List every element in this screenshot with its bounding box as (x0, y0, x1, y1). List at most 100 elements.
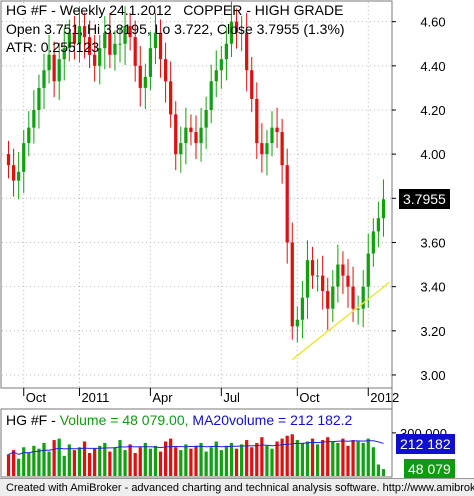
volume-bar (194, 445, 198, 476)
candle-body (87, 37, 92, 55)
x-tick-label: Oct (299, 390, 320, 405)
candle-body (366, 253, 370, 287)
volume-bar (321, 440, 325, 476)
volume-bar (346, 445, 350, 476)
candle-body (219, 59, 223, 71)
volume-bar (103, 442, 107, 476)
candle-body (103, 32, 107, 49)
candle-body (265, 143, 269, 155)
volume-bar (219, 450, 223, 476)
candle-body (381, 199, 386, 219)
volume-bar (300, 442, 305, 476)
volume-bar (47, 451, 51, 476)
candle-body (184, 127, 188, 144)
volume-bar (143, 442, 147, 476)
volume-bar (52, 440, 56, 476)
volume-bar (11, 450, 16, 476)
volume-bar (189, 448, 193, 476)
volume-bar (336, 442, 340, 476)
candle-body (17, 171, 21, 181)
volume-bar (32, 445, 36, 476)
volume-bar (326, 437, 330, 476)
volume-bar (199, 442, 203, 476)
volume-bar (371, 447, 375, 476)
y-tick-label: 3.40 (420, 280, 445, 295)
y-tick-label: 4.40 (420, 59, 445, 74)
volume-bar (87, 453, 92, 476)
candle-body (6, 154, 11, 166)
volume-bar (72, 450, 77, 476)
candle-body (331, 286, 335, 309)
last-price-badge: 3.7955 (399, 189, 450, 210)
volume-bar (356, 441, 360, 476)
volume-bar (163, 441, 168, 476)
candle-body (234, 21, 239, 33)
volume-bar (42, 442, 46, 476)
candle-body (179, 143, 183, 155)
candle-body (72, 32, 77, 44)
candle-body (113, 43, 117, 55)
candle-body (204, 109, 208, 128)
period: Weekly 24.1.2012 (59, 2, 172, 18)
y-tick-label: 3.00 (420, 368, 445, 383)
volume-bar (280, 438, 284, 476)
candle-body (67, 32, 71, 49)
candle-body (133, 37, 137, 66)
volume-bar (98, 445, 102, 476)
candle-body (250, 70, 254, 99)
volume-bar (118, 440, 122, 476)
candle-body (305, 260, 310, 298)
candle-body (229, 21, 234, 44)
volume-bar (27, 453, 31, 476)
candle-body (376, 218, 381, 232)
candle-body (361, 286, 365, 309)
volume-bar (310, 438, 315, 476)
ma20-volume-line (8, 440, 384, 455)
volume-bar (22, 447, 26, 476)
candle-body (285, 165, 289, 243)
x-tick-label: Oct (26, 390, 47, 405)
candle-body (321, 275, 325, 292)
volume-bar (224, 445, 229, 476)
x-tick-label: 2011 (81, 390, 109, 405)
volume-bar (341, 438, 345, 476)
candle-body (158, 32, 163, 60)
volume-bar (153, 445, 158, 476)
candle-body (62, 48, 66, 60)
volume-bar (148, 448, 153, 476)
volume-bar (209, 447, 213, 476)
candle-body (270, 127, 274, 144)
candle-body (128, 26, 132, 38)
candle-body (11, 165, 16, 181)
ma-volume-badge: 212 182 (396, 434, 455, 454)
volume-bar (255, 442, 259, 476)
x-tick-label: 2012 (370, 390, 399, 405)
candle-body (371, 231, 375, 254)
volume-bar (77, 447, 82, 476)
candle-body (341, 264, 345, 276)
volume-bar (265, 445, 269, 476)
candle-body (174, 114, 178, 155)
volume-bar (93, 448, 97, 476)
volume-bar (214, 441, 218, 476)
ma20-label: MA20volume = 212 182.2 (192, 412, 353, 428)
candle-body (275, 127, 279, 133)
x-axis-ticks: Oct 2011 Apr Jul Oct 2012 (23, 388, 399, 405)
candle-body (245, 32, 249, 71)
volume-bar (158, 451, 163, 476)
candle-body (169, 81, 173, 115)
volume-header: HG #F - Volume = 48 079.00, MA20volume =… (6, 412, 353, 428)
y-tick-label: 4.00 (420, 147, 445, 162)
y-tick-label: 3.20 (420, 324, 445, 339)
candle-body (57, 59, 61, 82)
candle-body (42, 70, 46, 88)
candle-body (346, 275, 350, 287)
candle-body (239, 32, 244, 34)
volume-bar (179, 450, 183, 476)
ohlc-readout: Open 3.751, Hi 3.8195, Lo 3.722, Close 3… (6, 21, 345, 37)
candle-body (199, 127, 203, 144)
candle-body (118, 43, 122, 45)
candle-body (295, 319, 299, 327)
